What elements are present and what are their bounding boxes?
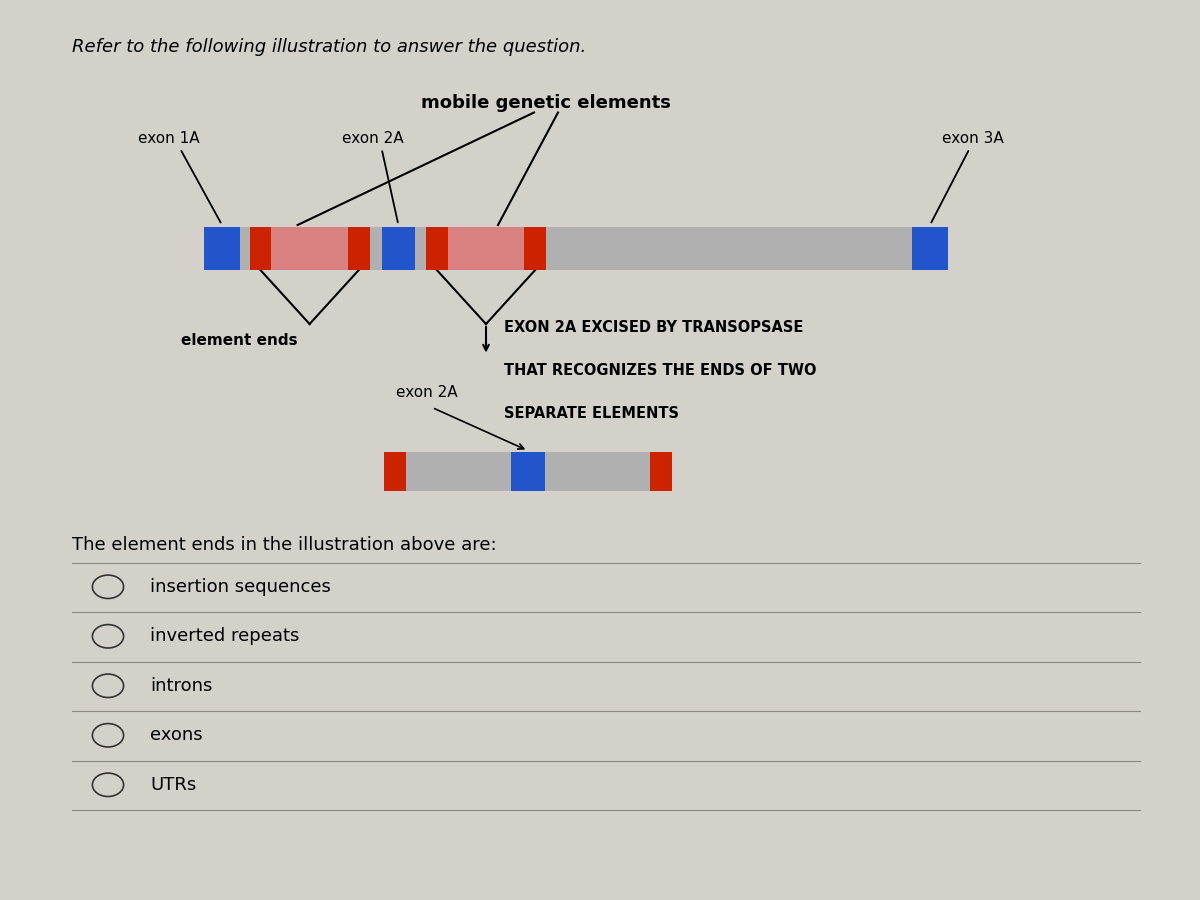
Bar <box>912 227 948 270</box>
Text: exon 1A: exon 1A <box>138 130 199 146</box>
Bar <box>511 453 545 490</box>
Text: THAT RECOGNIZES THE ENDS OF TWO: THAT RECOGNIZES THE ENDS OF TWO <box>504 363 816 378</box>
Bar <box>650 453 672 490</box>
Text: mobile genetic elements: mobile genetic elements <box>421 94 671 112</box>
Text: EXON 2A EXCISED BY TRANSOPSASE: EXON 2A EXCISED BY TRANSOPSASE <box>504 320 803 335</box>
Bar <box>204 227 948 270</box>
Text: exon 2A: exon 2A <box>396 385 457 400</box>
Text: SEPARATE ELEMENTS: SEPARATE ELEMENTS <box>504 406 679 421</box>
Text: exons: exons <box>150 726 203 744</box>
Bar <box>348 227 370 270</box>
Bar <box>382 227 415 270</box>
Text: inverted repeats: inverted repeats <box>150 627 299 645</box>
Text: introns: introns <box>150 677 212 695</box>
Bar <box>426 227 546 270</box>
Text: exon 3A: exon 3A <box>942 130 1003 146</box>
Text: UTRs: UTRs <box>150 776 197 794</box>
Text: The element ends in the illustration above are:: The element ends in the illustration abo… <box>72 536 497 554</box>
Bar <box>426 227 448 270</box>
Bar <box>384 453 406 490</box>
Bar <box>524 227 546 270</box>
Text: exon 2A: exon 2A <box>342 130 403 146</box>
Bar <box>250 227 370 270</box>
Bar <box>384 453 672 490</box>
Bar <box>204 227 240 270</box>
Bar <box>250 227 271 270</box>
Text: Refer to the following illustration to answer the question.: Refer to the following illustration to a… <box>72 38 587 56</box>
Text: element ends: element ends <box>181 333 298 348</box>
Text: insertion sequences: insertion sequences <box>150 578 331 596</box>
